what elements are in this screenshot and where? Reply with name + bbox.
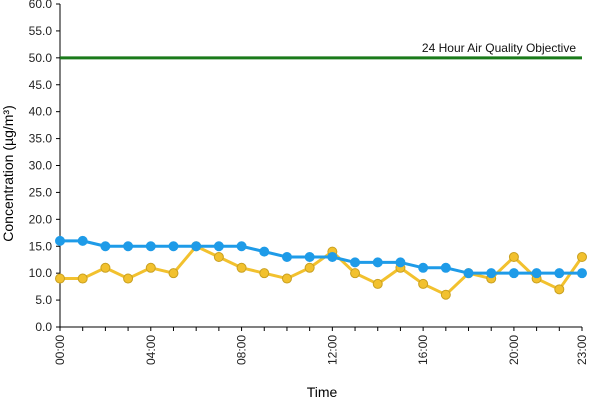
series-2 bbox=[55, 235, 587, 279]
data-point bbox=[577, 268, 587, 279]
data-point bbox=[168, 241, 179, 252]
x-tick-label: 12:00 bbox=[325, 335, 339, 365]
data-point bbox=[145, 262, 156, 273]
x-tick-label: 20:00 bbox=[507, 335, 521, 365]
data-point bbox=[327, 252, 338, 263]
series-group bbox=[55, 235, 587, 300]
data-point bbox=[554, 268, 565, 279]
data-point bbox=[486, 268, 497, 279]
data-point bbox=[236, 262, 247, 273]
data-point bbox=[145, 241, 156, 252]
data-point bbox=[168, 268, 179, 279]
y-axis-title: Concentration (µg/m³) bbox=[0, 105, 16, 241]
y-tick-label: 15.0 bbox=[29, 239, 53, 253]
data-point bbox=[123, 273, 134, 284]
data-point bbox=[281, 273, 292, 284]
y-tick-label: 30.0 bbox=[29, 159, 53, 173]
x-tick-label: 16:00 bbox=[416, 335, 430, 365]
y-axis-ticks: 0.0 5.0 10.0 15.0 20.0 25.0 30.0 35.0 40.0 45.0 50… bbox=[29, 0, 60, 334]
data-point bbox=[418, 262, 429, 273]
y-tick-label: 20.0 bbox=[29, 212, 53, 226]
data-point bbox=[100, 262, 111, 273]
data-point bbox=[77, 273, 88, 284]
data-point bbox=[440, 262, 451, 273]
data-point bbox=[77, 235, 88, 246]
y-tick-label: 25.0 bbox=[29, 185, 53, 199]
y-tick-label: 45.0 bbox=[29, 78, 53, 92]
data-point bbox=[350, 268, 361, 279]
data-point bbox=[55, 273, 65, 284]
reference-line-label: 24 Hour Air Quality Objective bbox=[422, 41, 576, 55]
data-point bbox=[508, 268, 519, 279]
data-point bbox=[372, 257, 383, 268]
y-tick-label: 0.0 bbox=[35, 320, 52, 334]
data-point bbox=[440, 289, 451, 300]
y-tick-label: 5.0 bbox=[35, 293, 52, 307]
data-point bbox=[350, 257, 361, 268]
data-point bbox=[259, 268, 270, 279]
data-point bbox=[123, 241, 134, 252]
data-point bbox=[395, 257, 406, 268]
y-tick-label: 55.0 bbox=[29, 24, 53, 38]
y-tick-label: 50.0 bbox=[29, 51, 53, 65]
data-point bbox=[304, 252, 315, 263]
y-tick-label: 10.0 bbox=[29, 266, 53, 280]
series-line bbox=[60, 244, 584, 297]
y-tick-label: 60.0 bbox=[29, 0, 53, 11]
y-tick-label: 40.0 bbox=[29, 105, 53, 119]
x-axis-ticks: 00:00 04:00 08:00 12:00 16:00 20:00 23:00 bbox=[53, 327, 589, 365]
x-tick-label: 23:00 bbox=[575, 335, 589, 365]
data-point bbox=[259, 246, 270, 257]
x-tick-label: 08:00 bbox=[235, 335, 249, 365]
data-point bbox=[577, 252, 587, 263]
data-point bbox=[236, 241, 247, 252]
data-point bbox=[213, 252, 224, 263]
data-point bbox=[281, 252, 292, 263]
data-point bbox=[213, 241, 224, 252]
x-tick-label: 00:00 bbox=[53, 335, 67, 365]
data-point bbox=[418, 278, 429, 289]
data-point bbox=[508, 252, 519, 263]
reference-line-group: 24 Hour Air Quality Objective bbox=[60, 41, 582, 60]
data-point bbox=[191, 241, 202, 252]
data-point bbox=[463, 268, 474, 279]
data-point bbox=[554, 284, 565, 295]
data-point bbox=[304, 262, 315, 273]
series-1 bbox=[55, 241, 587, 300]
data-point bbox=[55, 235, 65, 246]
y-tick-label: 35.0 bbox=[29, 132, 53, 146]
x-tick-label: 04:00 bbox=[144, 335, 158, 365]
x-axis-title: Time bbox=[307, 384, 338, 400]
data-point bbox=[531, 268, 542, 279]
data-point bbox=[100, 241, 111, 252]
data-point bbox=[372, 278, 383, 289]
